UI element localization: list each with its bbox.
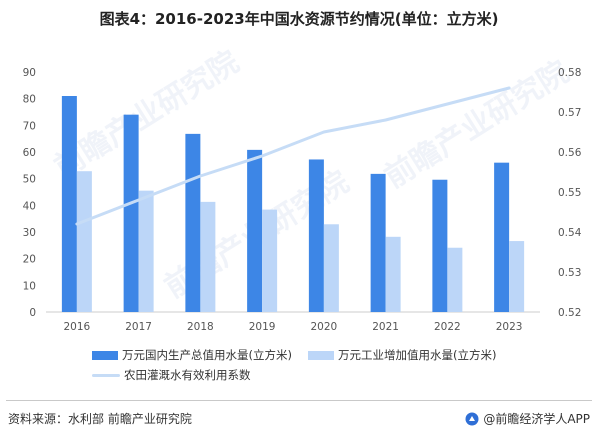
y-left-tick-label: 20 [23,254,36,266]
bar-series2 [138,190,154,312]
bar-series2 [262,209,278,312]
legend-item-series1: 万元国内生产总值用水量(立方米) [92,347,292,363]
legend-row: 万元国内生产总值用水量(立方米) 万元工业增加值用水量(立方米) [92,345,542,365]
y-left-tick-label: 80 [23,94,36,106]
y-left-tick-label: 0 [29,307,36,319]
y-right-tick-label: 0.57 [558,107,581,119]
bar-series2 [76,171,92,312]
y-right-tick-label: 0.52 [558,307,581,319]
footer-divider [6,400,592,401]
source-text: 资料来源：水利部 前瞻产业研究院 [8,412,192,426]
x-tick-label: 2018 [187,321,214,333]
y-right-tick-label: 0.56 [558,147,582,159]
y-left-tick-label: 40 [23,200,36,212]
bar-series1 [370,173,386,312]
y-left-tick-label: 10 [23,280,36,292]
x-tick-label: 2019 [249,321,276,333]
line-series3 [75,86,511,226]
bar-series1 [247,149,263,312]
x-tick-label: 2021 [372,321,399,333]
x-tick-label: 2020 [311,321,338,333]
x-tick-label: 2016 [64,321,91,333]
chart-plot: 0 10 20 30 40 50 60 70 80 90 0.52 0.53 0.54 0.55 0.56 0… [23,67,582,333]
y-right-tick-label: 0.55 [558,187,581,199]
y-left-tick-label: 90 [23,67,36,79]
credit-text: @前瞻经济学人APP [483,412,590,426]
y-left-tick-label: 50 [23,174,36,186]
y-right-tick-label: 0.54 [558,227,582,239]
legend-swatch-series3 [92,373,120,377]
legend-swatch-series2 [307,350,334,360]
bar-series2 [200,201,216,312]
legend-item-series3: 农田灌溉水有效利用系数 [92,367,251,383]
y-right-tick-label: 0.58 [558,67,581,79]
bar-series2 [509,241,525,312]
bar-series1 [61,96,77,312]
x-tick-label: 2022 [434,321,461,333]
bar-series1 [185,133,201,312]
y-right-tick-label: 0.53 [558,267,581,279]
bar-series2 [323,224,339,312]
y-left-tick-label: 60 [23,147,36,159]
legend-label-series1: 万元国内生产总值用水量(立方米) [122,348,292,362]
y-left-tick-label: 30 [23,227,36,239]
legend: 万元国内生产总值用水量(立方米) 万元工业增加值用水量(立方米) 农田灌溉水有效… [92,345,542,385]
legend-label-series2: 万元工业增加值用水量(立方米) [337,348,497,362]
legend-label-series3: 农田灌溉水有效利用系数 [124,368,251,382]
bar-series2 [385,236,401,312]
legend-swatch-series1 [92,350,118,360]
legend-row: 农田灌溉水有效利用系数 [92,365,542,385]
bar-series2 [447,247,463,312]
x-tick-label: 2017 [125,321,152,333]
bar-series1 [494,162,510,312]
bar-series1 [123,114,139,313]
brand-logo-icon [465,412,479,425]
bar-series1 [308,159,324,312]
legend-item-series2: 万元工业增加值用水量(立方米) [307,347,497,363]
x-tick-label: 2023 [496,321,523,333]
credit: @前瞻经济学人APP [465,410,590,427]
y-left-tick-label: 70 [23,120,36,132]
chart-title: 图表4：2016-2023年中国水资源节约情况(单位：立方米) [99,10,499,28]
bar-series1 [432,179,448,312]
